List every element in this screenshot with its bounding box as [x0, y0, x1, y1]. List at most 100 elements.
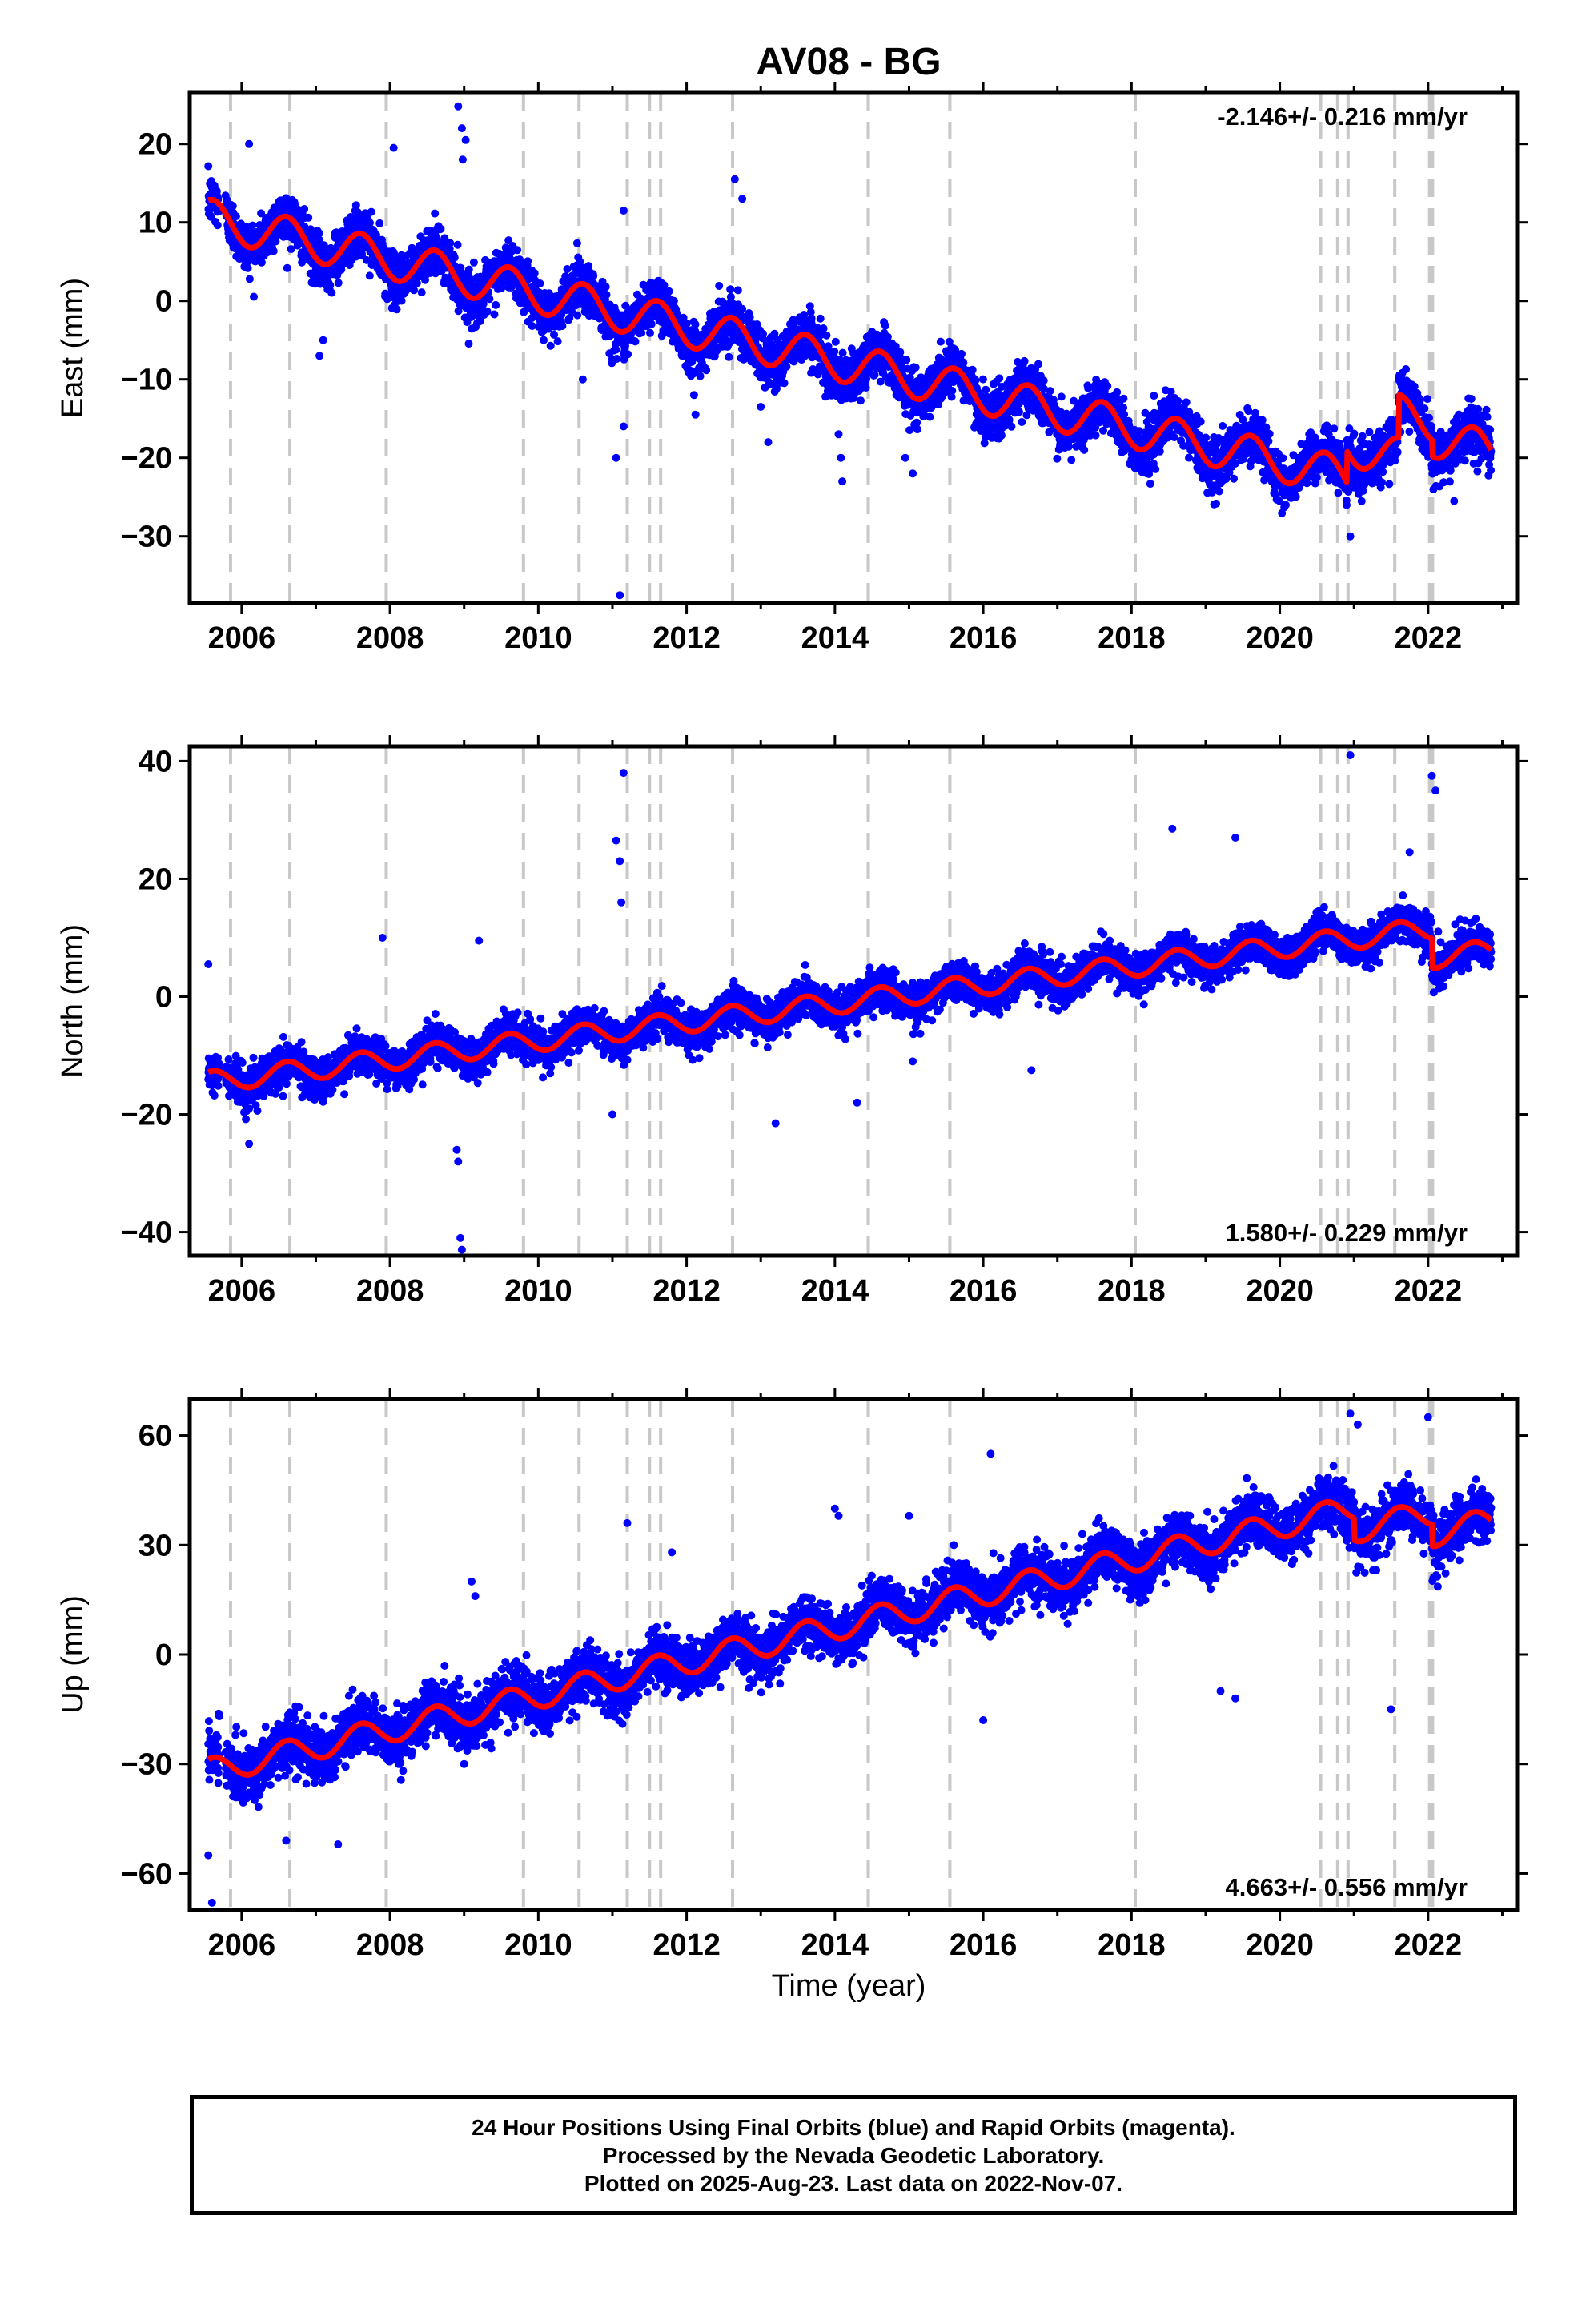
data-point [257, 258, 266, 267]
data-point [958, 349, 966, 358]
data-point [715, 282, 724, 290]
data-point [971, 376, 980, 384]
data-point [553, 337, 562, 346]
data-point [631, 337, 640, 346]
data-point [1080, 445, 1089, 454]
data-point [410, 286, 418, 295]
data-point [861, 384, 870, 392]
data-point [1022, 411, 1031, 420]
data-point [691, 320, 700, 328]
data-point [1005, 416, 1014, 424]
chart-panels: 2006 2008 2010 2012 2014 2016 2018 2020 20222010… [56, 82, 1528, 1962]
data-point [287, 245, 295, 254]
data-point [207, 212, 215, 221]
data-point [822, 331, 831, 340]
data-point [298, 258, 307, 267]
data-point [392, 305, 401, 314]
data-point [1215, 487, 1223, 496]
data-point [601, 283, 610, 292]
data-point [243, 263, 252, 272]
data-point [1015, 408, 1023, 416]
data-point [436, 224, 445, 233]
data-point [327, 288, 336, 297]
data-point [464, 265, 473, 274]
data-point [1113, 388, 1122, 396]
data-point [982, 385, 990, 394]
data-point [536, 279, 544, 287]
data-point [1046, 387, 1054, 396]
data-point [1151, 464, 1160, 473]
data-point [1120, 410, 1129, 419]
data-point [1053, 454, 1062, 463]
data-point [492, 300, 500, 309]
data-point [250, 292, 258, 301]
data-point [1146, 480, 1154, 489]
data-point [1039, 376, 1048, 385]
data-point [300, 205, 309, 213]
data-point [733, 286, 742, 295]
data-point [1103, 382, 1112, 391]
data-point [453, 240, 462, 249]
data-point [857, 396, 865, 405]
data-point [1219, 422, 1227, 430]
data-point [1018, 418, 1026, 426]
data-point [431, 209, 440, 218]
data-point [269, 247, 278, 255]
data-point [530, 269, 539, 278]
page-title: AV08 - BG [756, 41, 941, 83]
data-point [367, 207, 375, 216]
data-point [334, 279, 343, 287]
data-point [624, 350, 632, 359]
data-point [1150, 392, 1158, 400]
data-point [738, 304, 747, 313]
data-point [464, 340, 473, 348]
data-point [913, 425, 921, 434]
data-point [902, 356, 911, 364]
data-point [726, 292, 735, 301]
data-point [558, 322, 567, 330]
data-point [375, 219, 384, 227]
data-point [245, 275, 254, 283]
data-point [968, 365, 977, 374]
data-point [228, 202, 237, 211]
data-point [831, 337, 840, 346]
data-points [204, 102, 1496, 600]
data-point [1034, 360, 1042, 368]
data-point [304, 213, 313, 222]
data-point [572, 239, 581, 247]
data-point [540, 336, 548, 344]
data-point [696, 372, 705, 380]
data-point [1067, 456, 1076, 464]
data-point [397, 296, 406, 305]
data-point [612, 355, 621, 363]
data-point [646, 328, 654, 337]
data-point [483, 307, 492, 316]
data-point [365, 271, 374, 280]
data-point [1007, 422, 1016, 431]
data-point [485, 295, 494, 304]
data-point [1057, 392, 1066, 401]
data-point [1020, 356, 1029, 365]
data-point [589, 271, 598, 280]
data-point [702, 366, 711, 375]
data-point [204, 162, 213, 171]
data-point [602, 291, 611, 299]
data-point [995, 374, 1004, 383]
data-point [926, 412, 934, 421]
data-point [682, 319, 691, 328]
data-point [351, 201, 360, 210]
data-point [271, 237, 280, 246]
data-point [870, 371, 879, 380]
data-point [936, 337, 945, 346]
data-point [1202, 433, 1211, 442]
data-point [450, 253, 459, 262]
data-point [213, 221, 222, 230]
chart-panel-east: 2006 2008 2010 2012 2014 2016 2018 2020 20222010… [56, 82, 1528, 655]
data-point [490, 310, 499, 319]
data-point [911, 363, 920, 372]
data-point [998, 431, 1006, 440]
data-point [1196, 417, 1205, 426]
data-point [1084, 384, 1093, 392]
data-point [881, 321, 889, 330]
